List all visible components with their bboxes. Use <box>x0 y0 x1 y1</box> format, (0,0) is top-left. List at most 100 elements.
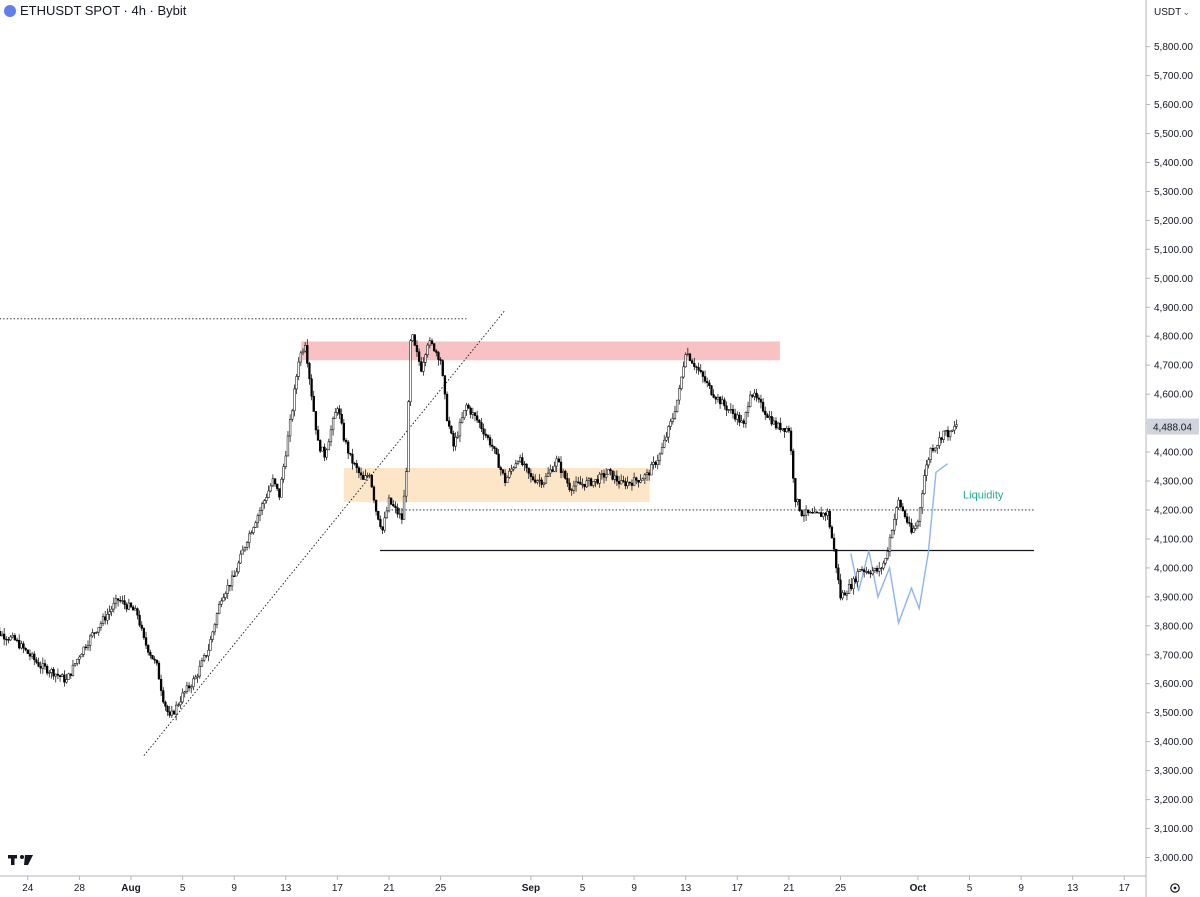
y-tick-label: 3,400.00 <box>1154 737 1193 748</box>
candle-body <box>243 547 247 551</box>
candle-body <box>254 522 257 528</box>
candle-body <box>667 426 670 438</box>
candle-body <box>708 382 711 386</box>
candle-body <box>114 598 118 604</box>
candle-body <box>368 474 371 477</box>
candle-body <box>271 478 275 487</box>
candle-body <box>97 627 100 633</box>
candle-body <box>56 673 60 676</box>
candle-body <box>890 530 894 539</box>
candle-body <box>110 608 113 612</box>
candle-body <box>525 463 528 469</box>
candle-body <box>162 690 165 703</box>
candle-body <box>269 485 272 492</box>
candle-body <box>761 401 765 412</box>
candle-body <box>177 704 180 706</box>
candle-body <box>938 437 941 446</box>
candle-body <box>710 385 713 395</box>
candle-body <box>138 614 141 626</box>
candle-body <box>41 663 45 669</box>
candle-body <box>682 366 685 378</box>
candle-body <box>450 426 453 434</box>
y-tick-label: 5,700.00 <box>1154 71 1193 82</box>
x-tick-label: 5 <box>967 883 973 894</box>
candle-body <box>233 575 236 578</box>
candle-body <box>252 527 255 533</box>
supply-zone <box>301 341 780 361</box>
candle-body <box>329 429 333 443</box>
candle-body <box>695 366 698 368</box>
candle-body <box>562 470 565 473</box>
candle-body <box>611 470 614 480</box>
candle-body <box>43 663 47 667</box>
x-tick-label: 24 <box>22 883 34 894</box>
candle-body <box>931 448 935 451</box>
y-tick-label: 3,200.00 <box>1154 795 1193 806</box>
candle-body <box>824 512 827 516</box>
candle-body <box>392 504 395 507</box>
candle-body <box>734 413 737 420</box>
y-tick-label: 3,300.00 <box>1154 766 1193 777</box>
candle-body <box>850 584 853 589</box>
candle-body <box>407 401 410 472</box>
candle-body <box>809 511 812 514</box>
candle-body <box>497 453 500 468</box>
candle-body <box>73 663 77 666</box>
candle-body <box>316 429 320 441</box>
candle-body <box>383 517 386 531</box>
y-tick-label: 4,000.00 <box>1154 563 1193 574</box>
candle-body <box>310 378 313 397</box>
candle-body <box>583 483 586 488</box>
candle-body <box>3 633 6 640</box>
candle-body <box>830 526 834 539</box>
candle-body <box>813 511 816 514</box>
candle-body <box>482 428 485 435</box>
candle-body <box>314 411 318 431</box>
candle-body <box>288 419 292 437</box>
candle-body <box>832 537 836 550</box>
candle-body <box>772 420 776 425</box>
candle-body <box>183 691 186 694</box>
candle-body <box>366 475 369 477</box>
candle-body <box>112 602 115 610</box>
candle-body <box>256 515 260 524</box>
candle-body <box>480 422 483 429</box>
candle-body <box>179 701 182 706</box>
candle-body <box>355 463 358 469</box>
candle-body <box>609 469 612 471</box>
candle-body <box>245 542 249 548</box>
candle-body <box>390 497 393 505</box>
candle-body <box>897 499 900 508</box>
candle-body <box>349 452 352 455</box>
candle-body <box>699 369 702 372</box>
candle-body <box>516 461 520 464</box>
candle-body <box>800 510 803 516</box>
candle-body <box>944 429 948 432</box>
candle-body <box>415 345 419 353</box>
y-tick-label: 4,100.00 <box>1154 534 1193 545</box>
candle-body <box>579 482 582 485</box>
candle-body <box>80 654 83 658</box>
candle-body <box>693 363 696 368</box>
candle-body <box>691 360 694 364</box>
candle-body <box>319 440 322 452</box>
candle-body <box>39 666 42 669</box>
currency-selector[interactable]: USDT ⌄ <box>1150 3 1194 21</box>
candle-body <box>123 600 126 605</box>
candle-body <box>304 345 307 352</box>
candle-body <box>503 472 507 483</box>
candle-body <box>546 472 550 477</box>
candle-body <box>615 475 619 482</box>
x-tick-label: 17 <box>732 883 744 894</box>
candle-body <box>370 474 373 488</box>
candle-body <box>820 512 823 517</box>
candle-body <box>344 439 348 443</box>
candle-body <box>779 422 782 431</box>
candle-body <box>839 579 842 599</box>
candle-body <box>334 412 337 419</box>
candle-body <box>488 437 492 446</box>
settings-icon[interactable] <box>1170 883 1180 893</box>
candle-body <box>230 575 234 587</box>
